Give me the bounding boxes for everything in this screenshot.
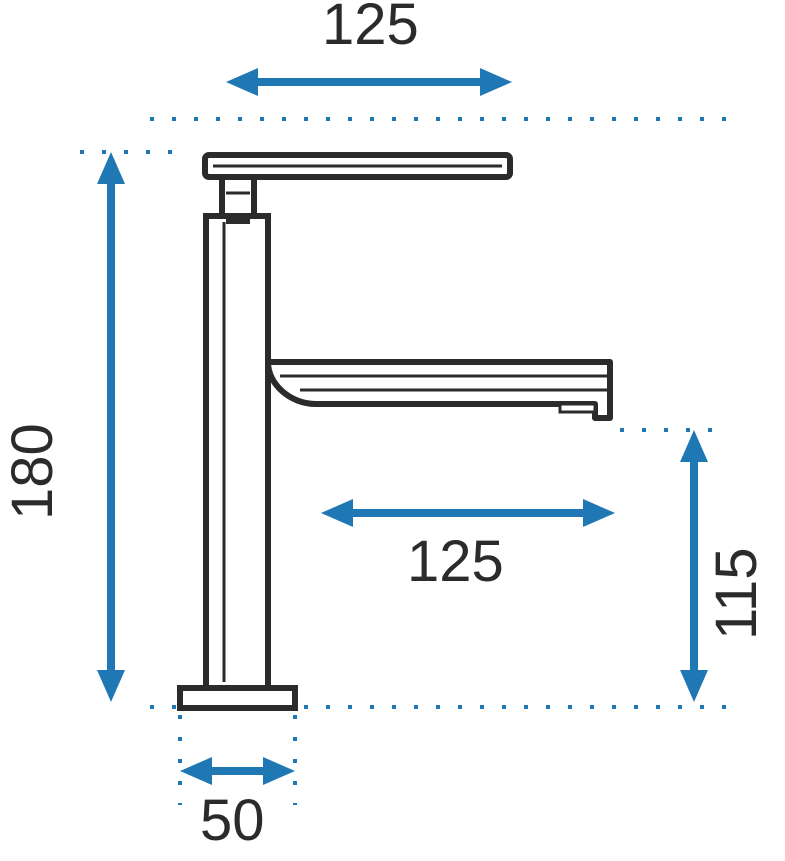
- dimension-arrow: [226, 68, 512, 96]
- technical-drawing: 125 125 50 180 115: [0, 0, 785, 861]
- dimension-arrow: [180, 757, 295, 785]
- dimension-arrow: [97, 152, 125, 702]
- dimension-arrow: [321, 499, 615, 527]
- dimension-label: 180: [0, 423, 65, 520]
- dimension-label: 50: [200, 788, 265, 853]
- dimension-label: 125: [322, 0, 419, 57]
- faucet-outline: [180, 155, 610, 708]
- dimension-label: 125: [407, 529, 504, 594]
- dimension-label: 115: [704, 548, 769, 640]
